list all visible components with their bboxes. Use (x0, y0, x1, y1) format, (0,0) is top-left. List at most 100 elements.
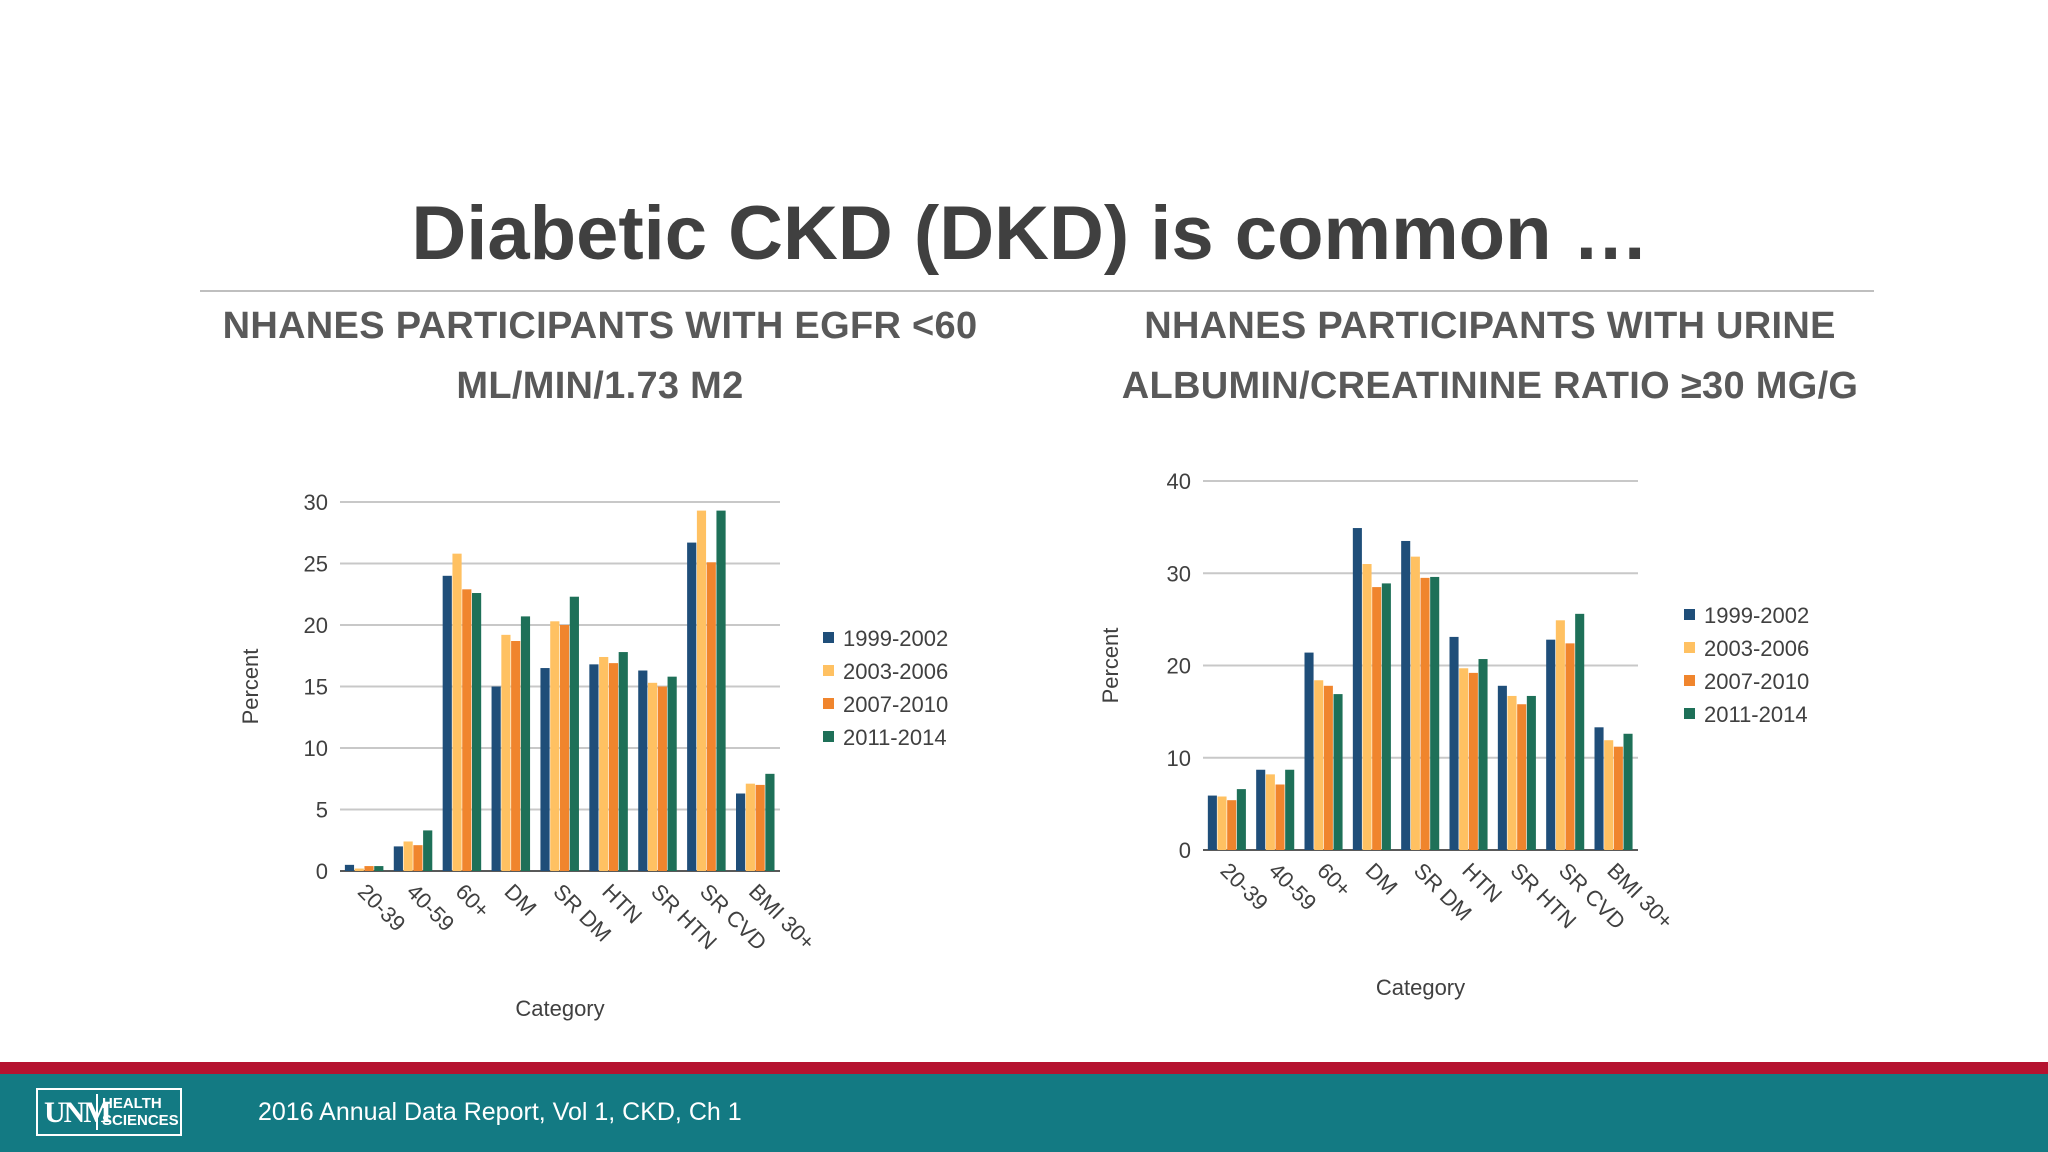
acr-xtick-40-59: 40-59 (1264, 858, 1321, 915)
acr-bar-sr-htn-2007-2010 (1517, 704, 1527, 850)
egfr-bar-bmi-30-2003-2006 (745, 783, 755, 871)
acr-bar-htn-2003-2006 (1459, 668, 1469, 850)
egfr-bar-60-1999-2002 (442, 575, 452, 871)
egfr-bar-dm-2007-2010 (511, 640, 521, 871)
acr-bar-sr-cvd-2007-2010 (1565, 643, 1575, 850)
egfr-bar-sr-cvd-2003-2006 (696, 510, 707, 871)
egfr-bar-bmi-30-2007-2010 (755, 784, 765, 871)
egfr-bar-sr-dm-2007-2010 (560, 625, 570, 871)
acr-legend-label-1999-2002: 1999-2002 (1704, 603, 1809, 628)
egfr-bar-dm-2003-2006 (501, 634, 511, 871)
acr-bar-20-39-2003-2006 (1217, 796, 1227, 850)
egfr-ytick-20: 20 (304, 613, 328, 638)
egfr-ytick-30: 30 (304, 490, 328, 515)
egfr-bar-sr-cvd-2007-2010 (706, 562, 716, 871)
egfr-bar-sr-htn-2003-2006 (648, 682, 658, 871)
egfr-bar-htn-1999-2002 (589, 664, 599, 871)
egfr-ytick-15: 15 (304, 675, 328, 700)
acr-ytick-10: 10 (1167, 746, 1191, 771)
acr-bar-dm-2007-2010 (1372, 587, 1382, 850)
acr-bar-sr-htn-1999-2002 (1497, 685, 1507, 850)
acr-ytick-40: 40 (1167, 469, 1191, 494)
acr-bar-bmi-30-1999-2002 (1594, 727, 1604, 850)
acr-legend-swatch-2011-2014 (1684, 708, 1695, 719)
acr-ytick-20: 20 (1167, 654, 1191, 679)
acr-bar-40-59-2011-2014 (1285, 769, 1295, 850)
acr-bar-20-39-2007-2010 (1227, 800, 1237, 850)
acr-legend-label-2003-2006: 2003-2006 (1704, 636, 1809, 661)
egfr-legend-label-2011-2014: 2011-2014 (843, 725, 947, 750)
egfr-bar-40-59-2011-2014 (423, 830, 433, 871)
acr-bar-sr-dm-2003-2006 (1410, 556, 1420, 850)
logo-mark: UNM (44, 1096, 112, 1129)
acr-bar-dm-1999-2002 (1352, 528, 1362, 850)
acr-legend-swatch-2003-2006 (1684, 642, 1695, 653)
egfr-bar-20-39-2003-2006 (354, 868, 364, 871)
egfr-bar-40-59-2007-2010 (413, 845, 423, 871)
footer-accent-stripe (0, 1062, 2048, 1074)
acr-bar-sr-cvd-2011-2014 (1575, 613, 1585, 850)
acr-bar-60-2007-2010 (1323, 685, 1333, 850)
chart-left-subtitle: NHANES PARTICIPANTS WITH EGFR <60 ML/MIN… (222, 305, 978, 407)
footer-bar: UNM HEALTH SCIENCES 2016 Annual Data Rep… (0, 1074, 2048, 1152)
acr-bar-40-59-1999-2002 (1256, 769, 1266, 850)
acr-bar-sr-dm-1999-2002 (1401, 540, 1411, 850)
acr-bar-60-2011-2014 (1333, 694, 1343, 850)
acr-bar-bmi-30-2011-2014 (1623, 733, 1633, 850)
acr-y-axis-title: Percent (1098, 628, 1123, 704)
egfr-bar-bmi-30-2011-2014 (765, 773, 775, 871)
source-citation: 2016 Annual Data Report, Vol 1, CKD, Ch … (258, 1098, 742, 1126)
egfr-bar-60-2003-2006 (452, 553, 462, 871)
egfr-ytick-10: 10 (304, 736, 328, 761)
chart-right-subtitle: NHANES PARTICIPANTS WITH URINE ALBUMIN/C… (1121, 305, 1859, 407)
egfr-bar-sr-htn-2011-2014 (667, 676, 677, 871)
acr-bar-60-1999-2002 (1304, 652, 1314, 850)
logo-text-sciences: SCIENCES (102, 1112, 179, 1129)
egfr-ytick-25: 25 (304, 552, 328, 577)
acr-bar-40-59-2003-2006 (1265, 774, 1275, 850)
logo-text-health: HEALTH (102, 1095, 162, 1112)
egfr-bar-40-59-2003-2006 (403, 841, 413, 871)
egfr-bar-40-59-1999-2002 (393, 846, 403, 871)
egfr-legend-label-1999-2002: 1999-2002 (843, 626, 948, 651)
acr-bar-dm-2011-2014 (1381, 583, 1391, 850)
egfr-ytick-0: 0 (316, 859, 328, 884)
acr-bar-htn-2007-2010 (1468, 672, 1478, 850)
acr-bar-sr-cvd-1999-2002 (1546, 639, 1556, 850)
egfr-legend-label-2003-2006: 2003-2006 (843, 659, 948, 684)
egfr-ytick-5: 5 (316, 798, 328, 823)
acr-legend-label-2007-2010: 2007-2010 (1704, 669, 1809, 694)
acr-bar-bmi-30-2003-2006 (1604, 740, 1614, 850)
egfr-bar-dm-1999-2002 (491, 686, 501, 871)
egfr-bar-htn-2007-2010 (608, 663, 619, 871)
egfr-y-axis-title: Percent (238, 649, 263, 725)
egfr-legend-swatch-2007-2010 (823, 698, 834, 709)
egfr-x-axis-title: Category (515, 996, 604, 1021)
egfr-bar-20-39-2011-2014 (374, 866, 384, 871)
egfr-bar-60-2011-2014 (472, 593, 482, 871)
egfr-bar-sr-htn-1999-2002 (638, 670, 648, 871)
acr-bar-dm-2003-2006 (1362, 564, 1372, 850)
egfr-bar-dm-2011-2014 (520, 616, 531, 871)
title-divider (200, 290, 1874, 292)
egfr-bar-60-2007-2010 (462, 589, 472, 871)
unm-health-sciences-logo: UNM HEALTH SCIENCES (36, 1088, 182, 1136)
acr-bar-20-39-1999-2002 (1207, 795, 1217, 850)
egfr-legend-swatch-2003-2006 (823, 665, 834, 676)
acr-bar-60-2003-2006 (1314, 680, 1324, 850)
acr-ytick-0: 0 (1179, 838, 1191, 863)
slide-title: Diabetic CKD (DKD) is common … (411, 191, 1649, 276)
egfr-legend-swatch-2011-2014 (823, 731, 834, 742)
logo-divider (96, 1094, 98, 1130)
acr-bar-40-59-2007-2010 (1275, 784, 1285, 850)
egfr-legend-swatch-1999-2002 (823, 632, 834, 643)
acr-bar-sr-htn-2003-2006 (1507, 695, 1517, 850)
egfr-bar-htn-2003-2006 (599, 656, 609, 871)
acr-legend-label-2011-2014: 2011-2014 (1704, 702, 1808, 727)
egfr-bar-20-39-2007-2010 (364, 866, 374, 871)
acr-bar-bmi-30-2007-2010 (1613, 746, 1623, 850)
acr-bar-20-39-2011-2014 (1236, 789, 1246, 850)
egfr-bar-htn-2011-2014 (618, 652, 628, 871)
